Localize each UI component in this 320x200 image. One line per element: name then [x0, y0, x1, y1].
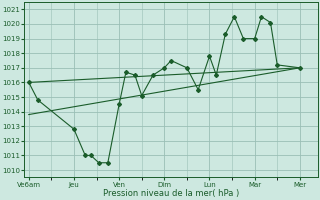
X-axis label: Pression niveau de la mer( hPa ): Pression niveau de la mer( hPa ) [103, 189, 239, 198]
